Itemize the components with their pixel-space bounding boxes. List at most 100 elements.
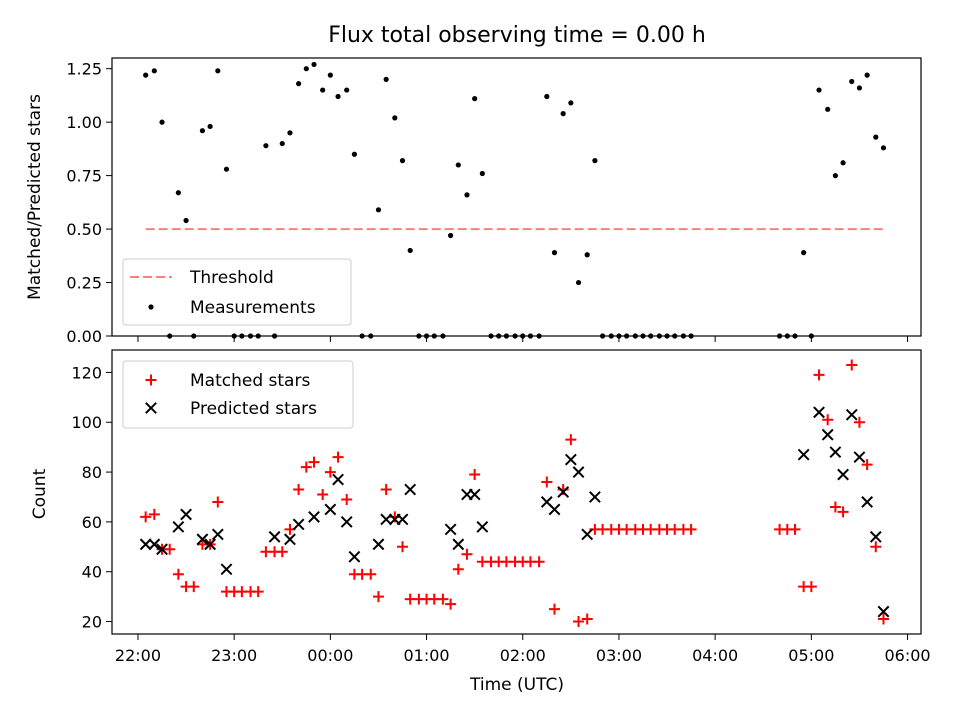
matched-star-point bbox=[365, 568, 377, 580]
predicted-star-point bbox=[332, 473, 344, 486]
measurement-point bbox=[175, 190, 181, 196]
measurement-point bbox=[344, 87, 350, 93]
measurement-point bbox=[392, 115, 398, 121]
predicted-star-point bbox=[172, 520, 185, 533]
x-tick-label: 02:00 bbox=[500, 646, 546, 665]
x-tick-label: 01:00 bbox=[404, 646, 450, 665]
predicted-star-point bbox=[308, 511, 320, 523]
measurement-point bbox=[296, 81, 302, 87]
x-tick-label: 22:00 bbox=[115, 646, 161, 665]
ratio-y-axis-label: Matched/Predicted stars bbox=[25, 94, 45, 300]
matched-star-point bbox=[837, 506, 849, 518]
matched-star-point bbox=[789, 523, 801, 535]
measurement-point bbox=[864, 72, 870, 78]
ratio-legend-box bbox=[122, 258, 352, 326]
count-panel: 20 40 60 80 100 120 22:00 23:00 00:00 01:00 02:00… bbox=[30, 349, 931, 695]
matched-star-point bbox=[853, 416, 865, 428]
predicted-star-point bbox=[588, 491, 601, 503]
matched-star-point bbox=[573, 616, 585, 628]
predicted-star-point bbox=[548, 503, 561, 516]
matched-star-point bbox=[212, 496, 224, 508]
predicted-star-point bbox=[324, 503, 337, 516]
measurement-point bbox=[327, 72, 333, 78]
predicted-star-point bbox=[340, 515, 353, 528]
predicted-star-point bbox=[404, 483, 417, 496]
measurement-point bbox=[159, 119, 165, 125]
measurement-point bbox=[199, 128, 206, 134]
matched-star-point bbox=[581, 613, 593, 625]
measurement-point bbox=[320, 87, 326, 93]
measurement-point bbox=[873, 134, 879, 140]
predicted-star-point bbox=[292, 518, 305, 531]
predicted-star-point bbox=[196, 533, 209, 546]
predicted-star-point bbox=[204, 538, 217, 551]
measurement-point bbox=[311, 61, 317, 68]
predicted-star-point bbox=[268, 530, 281, 543]
matched-star-point bbox=[252, 586, 264, 598]
measurement-point bbox=[544, 93, 550, 100]
predicted-star-point bbox=[877, 605, 890, 618]
predicted-star-point bbox=[180, 508, 192, 521]
x-tick-label: 04:00 bbox=[692, 646, 738, 665]
predicted-star-point bbox=[468, 488, 481, 501]
predicted-star-point bbox=[861, 496, 874, 508]
matched-star-point bbox=[805, 581, 817, 593]
matched-legend-swatch bbox=[145, 374, 157, 386]
predicted-star-point bbox=[813, 406, 825, 419]
matched-star-point bbox=[148, 508, 160, 520]
matched-star-point bbox=[380, 484, 392, 496]
measurement-point bbox=[801, 250, 807, 256]
predicted-star-point bbox=[444, 523, 457, 536]
predicted-star-point bbox=[284, 533, 296, 546]
x-tick-label: 00:00 bbox=[307, 646, 353, 665]
count-plot-frame bbox=[111, 349, 922, 635]
measurement-point bbox=[568, 100, 574, 106]
measurement-point bbox=[263, 143, 269, 149]
matched-star-point bbox=[445, 598, 457, 610]
matched-star-point bbox=[870, 541, 882, 553]
matched-star-point bbox=[548, 603, 560, 615]
matched-star-point bbox=[140, 511, 152, 523]
threshold-legend-label: Threshold bbox=[189, 268, 274, 288]
measurements-legend-label: Measurements bbox=[190, 298, 316, 318]
predicted-star-point bbox=[156, 543, 168, 556]
count-y-axis-label: Count bbox=[30, 468, 50, 519]
count-y-tick-label: 100 bbox=[71, 413, 102, 432]
predicted-star-point bbox=[821, 428, 834, 441]
predicted-star-point bbox=[853, 451, 866, 464]
measurement-point bbox=[399, 158, 406, 164]
count-y-tick-label: 80 bbox=[82, 463, 102, 482]
predicted-star-point bbox=[557, 486, 570, 498]
matched-star-point bbox=[877, 613, 889, 625]
matched-star-point bbox=[541, 476, 553, 488]
measurement-point bbox=[207, 123, 213, 130]
predicted-star-point bbox=[829, 446, 842, 459]
predicted-star-point bbox=[211, 528, 224, 541]
predicted-legend-swatch bbox=[145, 402, 157, 414]
count-y-tick-label: 120 bbox=[71, 363, 102, 382]
predicted-star-point bbox=[572, 466, 585, 478]
measurement-point bbox=[479, 170, 485, 177]
predicted-star-point bbox=[452, 538, 465, 551]
predicted-star-point bbox=[139, 538, 152, 551]
x-axis-label: Time (UTC) bbox=[469, 675, 564, 695]
matched-star-point bbox=[300, 461, 312, 473]
matched-star-point bbox=[397, 541, 409, 553]
measurements-legend-swatch bbox=[148, 304, 154, 310]
ratio-panel: 0.00 0.25 0.50 0.75 1.00 1.25 Matched/Predict… bbox=[25, 57, 922, 346]
matched-star-point bbox=[822, 414, 834, 426]
measurement-point bbox=[375, 207, 382, 213]
measurement-point bbox=[849, 78, 855, 85]
matched-star-point bbox=[172, 568, 184, 580]
measurement-point bbox=[840, 160, 846, 166]
matched-star-point bbox=[846, 359, 858, 371]
measurement-point bbox=[880, 145, 887, 151]
predicted-star-point bbox=[837, 468, 849, 481]
measurement-point bbox=[351, 151, 358, 157]
measurement-point bbox=[215, 68, 221, 74]
matched-star-point bbox=[317, 488, 329, 500]
ratio-plot-frame bbox=[111, 57, 922, 337]
matched-star-point bbox=[533, 556, 545, 568]
count-y-tick-label: 40 bbox=[82, 563, 102, 582]
predicted-star-point bbox=[148, 538, 161, 551]
